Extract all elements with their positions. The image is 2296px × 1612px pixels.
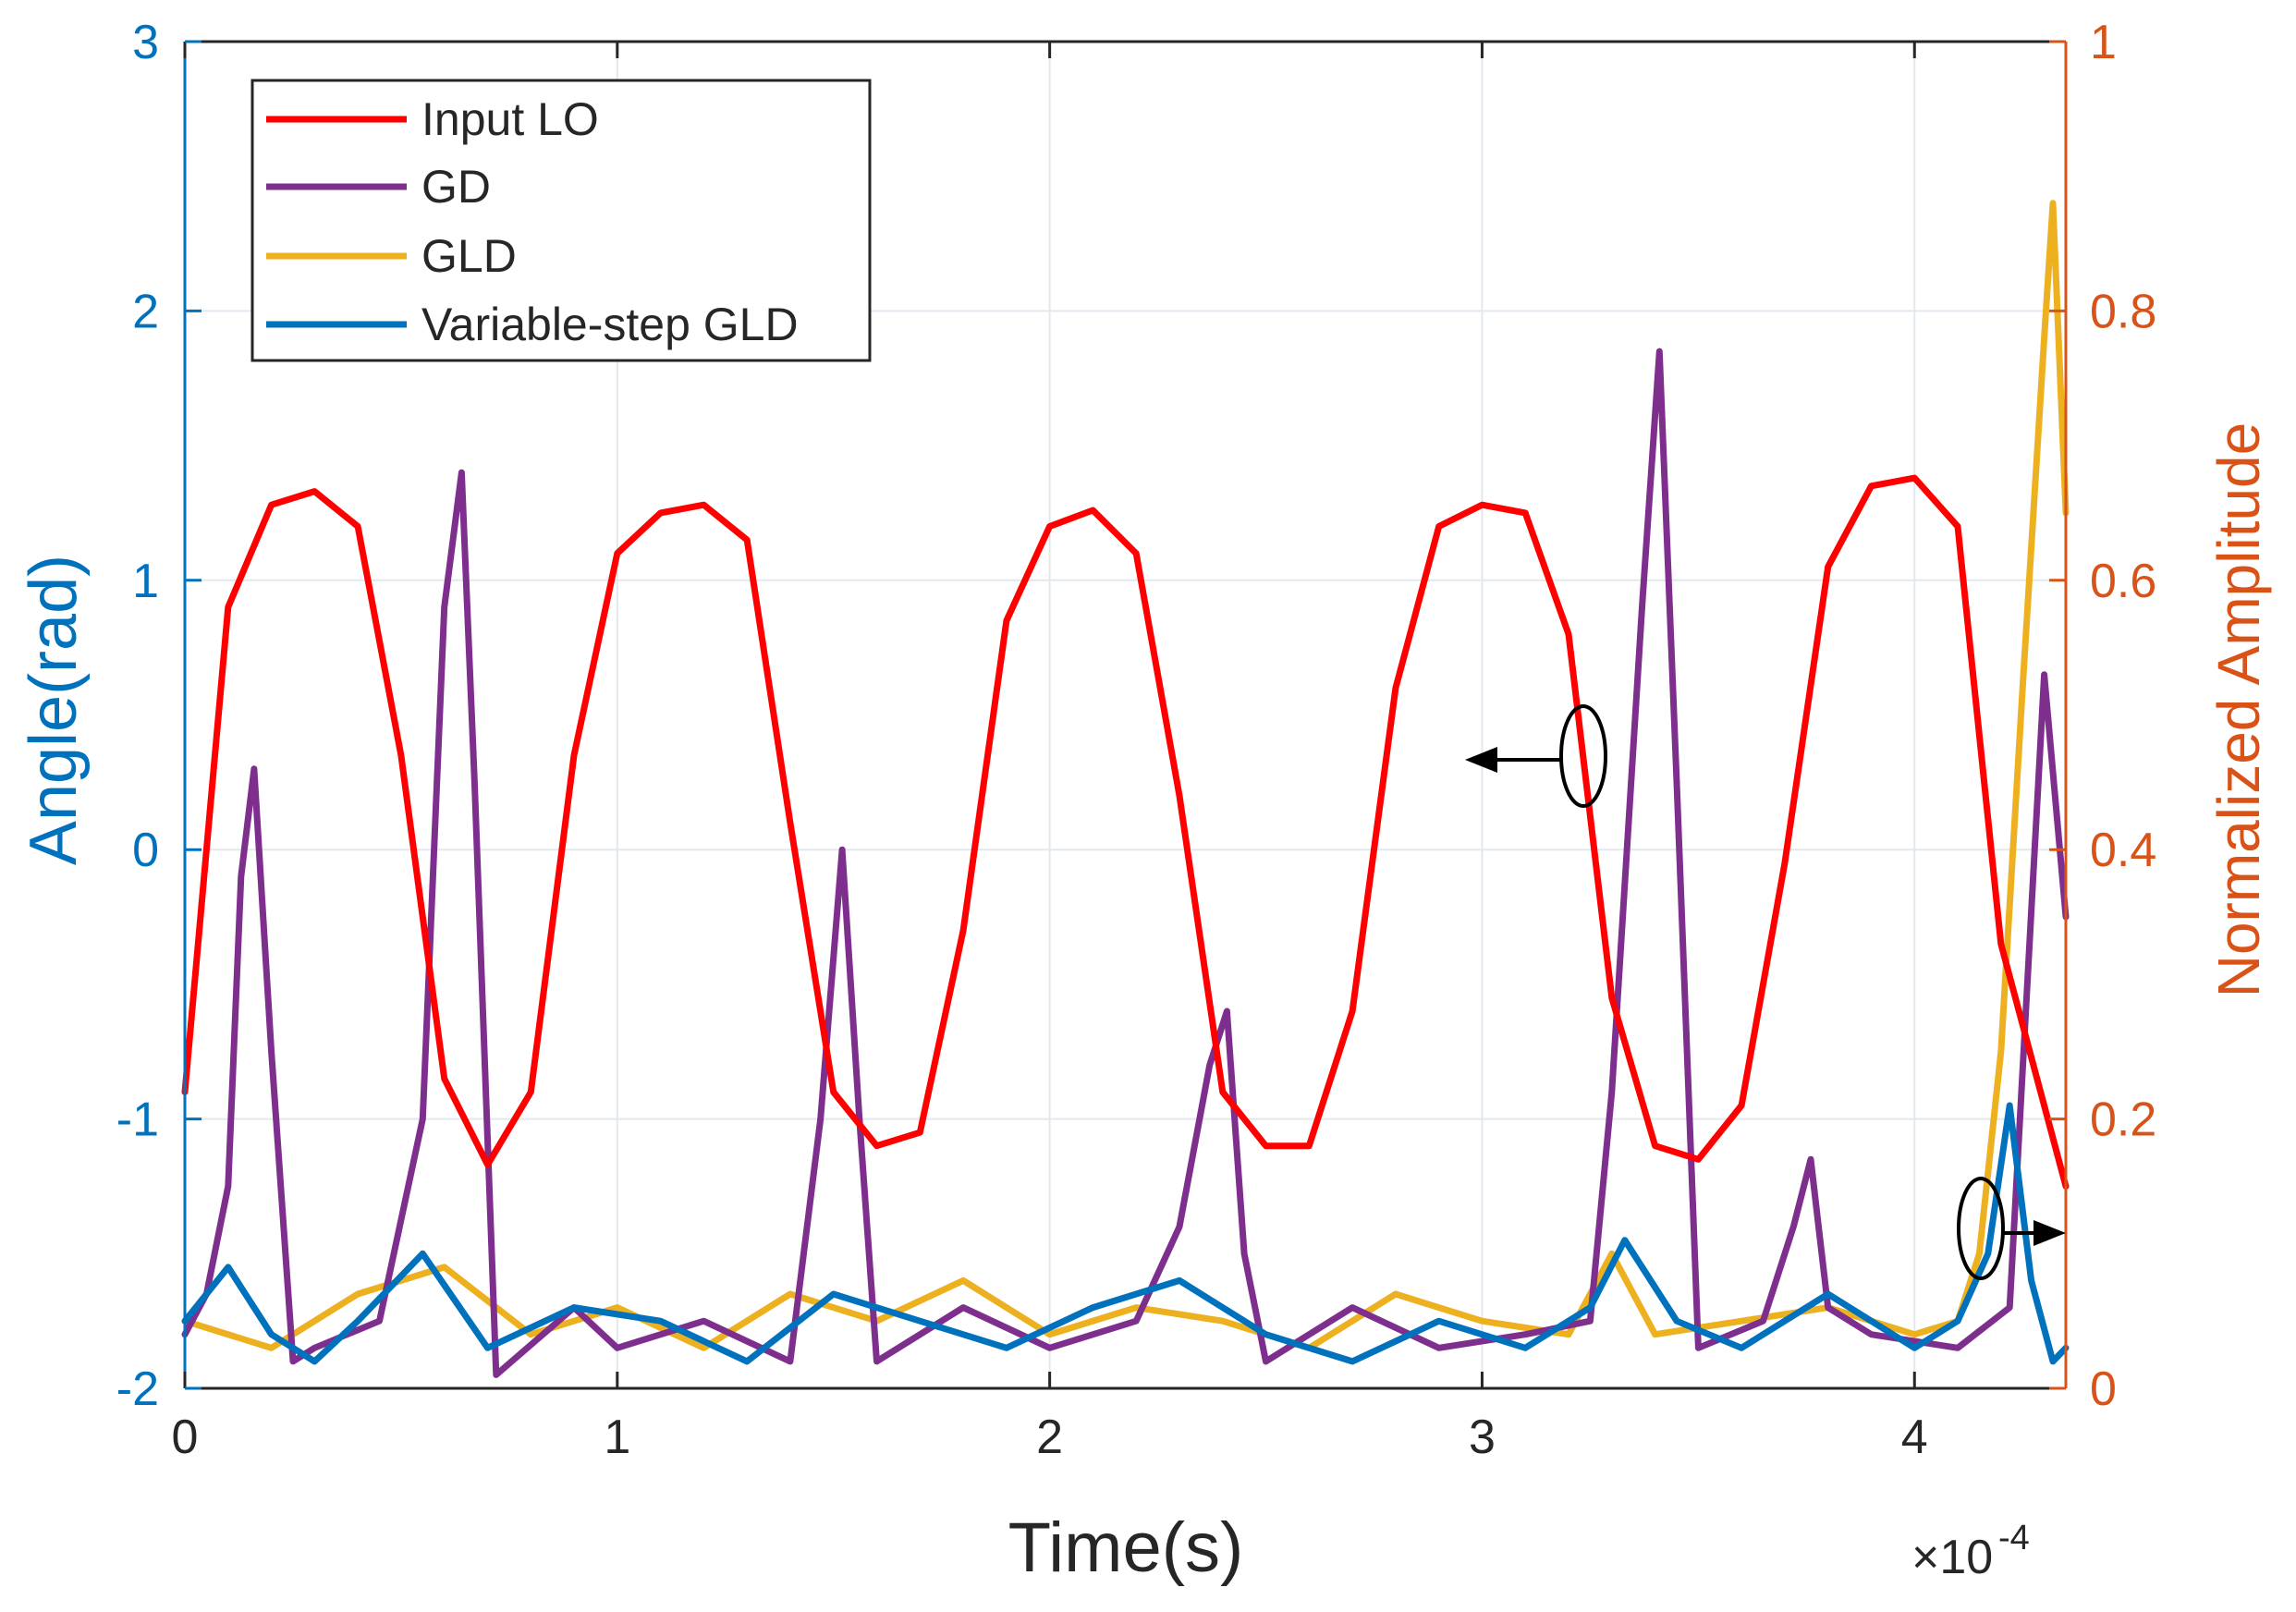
x-tick-label-1: 1 <box>604 1410 630 1464</box>
x-exponent-power: -4 <box>1998 1519 2030 1557</box>
y-left-tick-label-0: -2 <box>116 1362 159 1416</box>
x-tick-label-4: 4 <box>1901 1410 1928 1464</box>
x-axis-title: Time(s) <box>1008 1508 1244 1587</box>
x-tick-label-3: 3 <box>1469 1410 1496 1464</box>
annotation-ellipse-right <box>1957 1177 2005 1280</box>
legend-label-gld: GLD <box>421 230 517 282</box>
series-line-gd <box>181 348 2070 1378</box>
annotation-arrow-right-head <box>2033 1220 2066 1246</box>
annotations <box>1465 704 2066 1280</box>
series-line-input-lo <box>181 474 2070 1190</box>
y-right-tick-label-1: 0.2 <box>2090 1093 2156 1147</box>
y-right-tick-label-5: 1 <box>2090 16 2117 69</box>
annotation-arrow-left-head <box>1465 747 1497 773</box>
y-right-tick-label-4: 0.8 <box>2090 285 2156 338</box>
y-left-tick-label-1: -1 <box>116 1093 159 1147</box>
series-line-gld <box>181 200 2070 1351</box>
x-tick-label-2: 2 <box>1036 1410 1063 1464</box>
y-left-tick-label-5: 3 <box>132 16 159 69</box>
y-right-tick-label-2: 0.4 <box>2090 824 2156 877</box>
y-left-tick-label-4: 2 <box>132 285 159 338</box>
legend-label-variable-step-gld: Variable-step GLD <box>421 299 799 350</box>
legend: Input LO GD GLD Variable-step GLD <box>250 79 872 362</box>
axes: 0 1 2 3 4 -2 -1 0 1 2 3 0 0.2 0.4 0.6 0.8 1 <box>116 16 2157 1464</box>
x-exponent: ×10 -4 <box>1911 1519 2030 1584</box>
legend-label-input-lo: Input LO <box>421 93 599 145</box>
x-exponent-base: ×10 <box>1911 1531 1993 1584</box>
x-tick-label-0: 0 <box>172 1410 199 1464</box>
series-line-variable-step-gld <box>181 1102 2070 1365</box>
series-layer <box>181 200 2070 1378</box>
y-right-tick-label-0: 0 <box>2090 1362 2117 1416</box>
annotation-ellipse-left <box>1559 704 1607 808</box>
y-axis-left-title: Angle(rad) <box>17 555 91 865</box>
legend-box <box>250 79 872 362</box>
y-axis-right-title: Normalized Amplitude <box>2205 422 2272 998</box>
y-left-tick-label-2: 0 <box>132 824 159 877</box>
y-left-tick-label-3: 1 <box>132 555 159 608</box>
legend-label-gd: GD <box>421 161 491 213</box>
y-right-tick-label-3: 0.6 <box>2090 555 2156 608</box>
